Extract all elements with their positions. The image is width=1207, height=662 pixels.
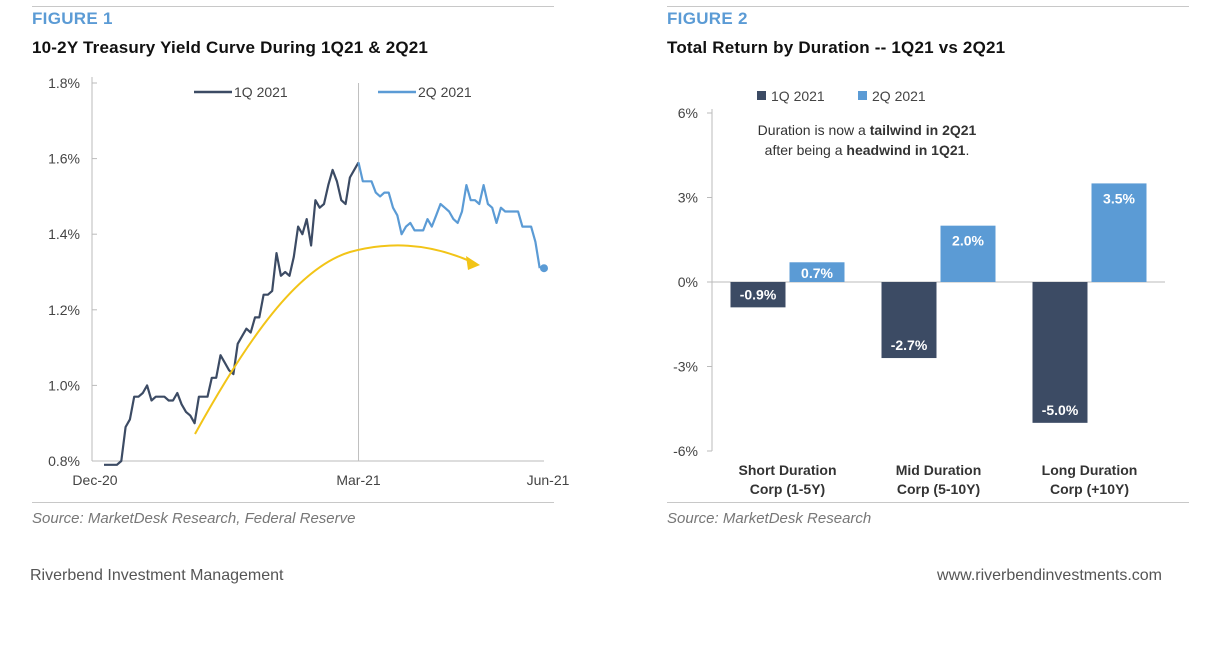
annotation-line-2: after being a headwind in 1Q21. [765, 142, 970, 158]
footer-company-name: Riverbend Investment Management [30, 567, 284, 584]
x-tick-label: Dec-20 [72, 472, 117, 488]
legend-swatch-1q2021 [757, 91, 766, 100]
bar-2q2021 [1091, 183, 1147, 282]
series-line-1q2021 [104, 161, 360, 466]
footer-website-link[interactable]: www.riverbendinvestments.com [937, 567, 1162, 584]
category-label-line-1: Long Duration [1042, 462, 1138, 478]
figure1-label: FIGURE 1 [32, 9, 113, 28]
legend-label-2q2021: 2Q 2021 [418, 84, 472, 100]
legend-label-1q2021: 1Q 2021 [771, 88, 825, 104]
figure2-top-rule [667, 6, 1189, 7]
x-tick-label: Jun-21 [527, 472, 570, 488]
figure2-title: Total Return by Duration -- 1Q21 vs 2Q21 [667, 38, 1006, 57]
yield-curve-chart: 0.8% 1.0% 1.2% 1.4% 1.6% 1.8% Dec-20 Mar-21 Jun-… [48, 75, 570, 488]
y-tick-label: 1.6% [48, 151, 80, 167]
figure2-panel: FIGURE 2 Total Return by Duration -- 1Q2… [667, 0, 1189, 530]
bar-2q2021 [789, 262, 845, 282]
bar-data-label: 3.5% [1103, 190, 1135, 206]
figure1-source: Source: MarketDesk Research, Federal Res… [32, 510, 356, 527]
trend-arrow-curve [194, 244, 473, 435]
series-line-2q2021 [357, 162, 541, 269]
figure2-bottom-rule [667, 502, 1189, 503]
figure1-title: 10-2Y Treasury Yield Curve During 1Q21 &… [32, 38, 429, 57]
y-tick-label: 1.8% [48, 75, 80, 91]
category-label-line-2: Corp (1-5Y) [750, 481, 825, 497]
bar-data-label: -2.7% [891, 337, 928, 353]
y-tick-label: 3% [678, 190, 698, 206]
bar-1q2021 [730, 282, 786, 308]
legend-label-2q2021: 2Q 2021 [872, 88, 926, 104]
figure2-label: FIGURE 2 [667, 9, 748, 28]
bar-1q2021 [881, 282, 937, 359]
y-tick-label: 6% [678, 105, 698, 121]
figure1-top-rule [32, 6, 554, 7]
category-label-line-1: Mid Duration [896, 462, 982, 478]
x-tick-label: Mar-21 [336, 472, 381, 488]
category-label-line-2: Corp (+10Y) [1050, 481, 1129, 497]
y-tick-label: 1.2% [48, 302, 80, 318]
legend-swatch-2q2021 [858, 91, 867, 100]
category-label-line-1: Short Duration [739, 462, 837, 478]
bar-data-label: -0.9% [740, 286, 777, 302]
series-end-marker [540, 264, 548, 273]
bar-2q2021 [940, 225, 996, 282]
bar-data-label: 2.0% [952, 233, 984, 249]
annotation-line-1: Duration is now a tailwind in 2Q21 [758, 122, 977, 138]
figure1-panel: FIGURE 1 10-2Y Treasury Yield Curve Duri… [32, 0, 570, 530]
bar-1q2021 [1032, 282, 1088, 423]
figure1-bottom-rule [32, 502, 554, 503]
y-tick-label: 0.8% [48, 453, 80, 469]
y-tick-label: 1.4% [48, 226, 80, 242]
legend-label-1q2021: 1Q 2021 [234, 84, 288, 100]
y-tick-label: -6% [673, 443, 698, 459]
trend-arrow-head [466, 256, 480, 270]
y-tick-label: 1.0% [48, 377, 80, 393]
figure2-source: Source: MarketDesk Research [667, 510, 872, 527]
y-tick-label: 0% [678, 274, 698, 290]
total-return-chart: 6% 3% 0% -3% -6% 1Q 2021 2Q 2021 Duration is no… [673, 88, 1165, 497]
bar-data-label: 0.7% [801, 265, 833, 281]
y-tick-label: -3% [673, 359, 698, 375]
bar-data-label: -5.0% [1042, 402, 1079, 418]
category-label-line-2: Corp (5-10Y) [897, 481, 980, 497]
